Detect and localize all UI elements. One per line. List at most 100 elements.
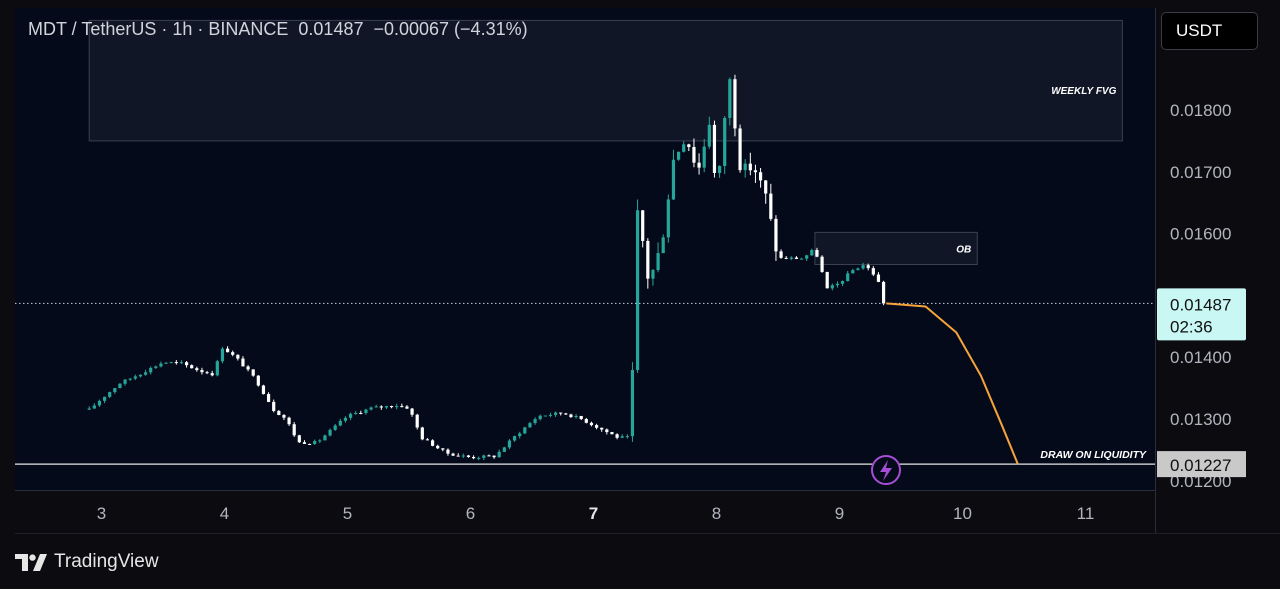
candle [436,444,440,449]
candle [348,412,353,421]
candle [241,356,245,367]
candle [533,417,537,425]
candle [723,116,727,175]
candle [523,426,527,435]
candle [594,423,599,430]
candle [676,151,681,161]
candle [851,268,855,274]
candle [205,370,209,375]
candle [400,403,404,408]
candle [456,453,460,457]
candle [876,272,881,283]
candle [861,262,865,270]
candle [420,426,424,441]
candle [492,455,496,459]
zone-ob[interactable] [814,231,978,265]
candle [569,413,573,418]
candle [584,417,588,424]
candle [835,281,840,288]
candle [820,255,824,273]
candle [810,248,814,256]
y-tick-label: 0.01700 [1170,163,1231,182]
candle [548,412,553,418]
last-price-value: 0.01487 [1170,295,1231,314]
candle [246,365,250,372]
candle [354,411,358,415]
candle [743,159,747,178]
x-tick-label: 10 [953,504,972,523]
candle [753,164,758,183]
candle [359,410,363,415]
candle [154,365,158,370]
candle [712,120,717,178]
labels-layer: WEEKLY FVG OB DRAW ON LIQUIDITY 0.01227 0.01… [956,86,1246,478]
candle [405,405,409,410]
tradingview-logo[interactable]: TradingView [15,550,159,574]
candle [564,412,568,415]
lines-layer [15,302,1155,485]
candle [149,366,153,375]
candle [702,138,706,173]
candles-layer [87,74,886,461]
candle [543,415,547,417]
candle [748,152,752,176]
y-tick-label: 0.01400 [1170,348,1231,367]
candle [461,453,465,459]
candle [789,256,793,261]
candle [466,454,471,458]
countdown-value: 02:36 [1170,317,1213,336]
candle [231,350,235,357]
y-tick-label: 0.01800 [1170,101,1231,120]
zone-weekly-fvg[interactable] [88,19,1123,142]
candle [482,454,486,461]
candle [220,346,225,364]
candle [774,215,778,261]
candle [123,379,127,386]
candle [87,406,91,410]
candle [410,407,414,417]
candle [646,238,650,289]
plot-area[interactable] [15,8,1155,490]
candle [251,369,255,377]
candle [97,399,102,407]
x-tick-label: 11 [1077,504,1095,523]
candle [287,416,291,426]
candle [215,359,219,377]
zone-label: OB [956,244,971,255]
x-tick-label: 9 [835,504,844,523]
candle [559,412,563,416]
candle [671,149,676,200]
candle [799,257,804,260]
candle [625,434,629,439]
x-tick-label: 6 [466,504,475,523]
candle [589,421,594,427]
lightning-badge-icon[interactable] [871,455,901,485]
candle [666,194,670,243]
candle [682,141,686,153]
candle [425,438,430,441]
candle [364,408,368,415]
candle [395,403,399,410]
candle [846,270,850,282]
candle [630,362,635,442]
candle [881,280,886,306]
candle [128,378,132,381]
candle [430,439,435,447]
candle [313,439,317,445]
candle [738,124,742,173]
currency-button[interactable]: USDT [1161,12,1258,50]
candle [779,249,783,259]
candle [200,367,204,375]
candle [507,439,512,450]
candle [210,370,214,377]
candle [656,242,660,273]
candle [697,153,701,175]
y-tick-label: 0.01300 [1170,410,1231,429]
candle [179,360,184,365]
candle [333,423,337,431]
x-tick-label: 8 [712,504,721,523]
candle [446,448,450,456]
zone-label: WEEKLY FVG [1051,86,1116,97]
candle [733,74,737,137]
